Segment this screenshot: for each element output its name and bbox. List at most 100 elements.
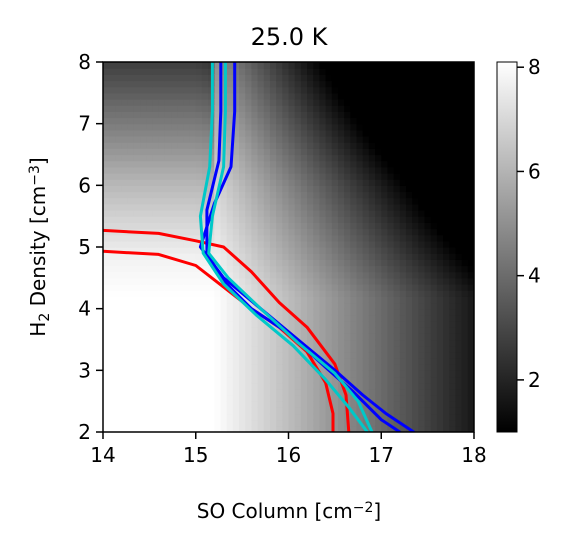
heatmap-cell [375,179,382,186]
heatmap-cell [263,68,271,75]
heatmap-cell [337,216,345,223]
heatmap-cell [405,123,413,131]
heatmap-cell [127,364,135,371]
heatmap-cell [158,166,166,174]
heatmap-cell [103,142,110,149]
heatmap-cell [276,253,283,260]
heatmap-cell [140,370,147,378]
heatmap-cell [325,222,333,230]
heatmap-cell [201,351,209,359]
heatmap-cell [263,259,271,267]
heatmap-cell [294,92,302,100]
heatmap-cell [109,136,116,143]
heatmap-cell [263,290,271,297]
heatmap-cell [399,358,407,365]
heatmap-cell [183,148,191,156]
heatmap-cell [263,80,271,88]
heatmap-cell [430,370,438,378]
heatmap-cell [245,247,252,254]
heatmap-cell [214,321,222,328]
heatmap-cell [467,284,474,291]
heatmap-cell [251,296,259,304]
heatmap-cell [171,290,178,297]
heatmap-cell [239,160,246,168]
heatmap-cell [263,333,271,341]
heatmap-cell [436,92,444,100]
heatmap-cell [368,425,376,432]
heatmap-cell [189,179,197,186]
heatmap-cell [133,166,141,174]
heatmap-cell [331,111,339,119]
heatmap-cell [331,99,339,106]
heatmap-cell [220,358,228,365]
heatmap-cell [282,142,290,149]
heatmap-cell [350,277,358,285]
heatmap-cell [461,290,469,297]
heatmap-cell [467,216,474,223]
heatmap-cell [158,259,166,267]
heatmap-cell [115,68,123,75]
heatmap-cell [393,123,401,131]
heatmap-cell [183,111,191,119]
y-tick-label: 4 [78,297,91,321]
heatmap-cell [214,284,222,291]
heatmap-cell [325,425,333,432]
heatmap-cell [220,370,228,378]
heatmap-cell [164,216,172,223]
heatmap-cell [300,142,308,149]
heatmap-cell [263,166,271,174]
heatmap-cell [158,197,166,205]
heatmap-cell [405,401,413,408]
heatmap-cell [467,302,474,310]
heatmap-cell [133,296,141,304]
heatmap-cell [146,302,154,310]
heatmap-cell [276,234,283,242]
heatmap-cell [183,166,191,174]
heatmap-cell [226,382,234,390]
heatmap-cell [257,308,265,316]
heatmap-cell [140,222,147,230]
heatmap-cell [201,339,209,347]
heatmap-cell [103,197,110,205]
heatmap-cell [251,129,259,137]
heatmap-cell [177,339,184,347]
heatmap-cell [350,308,358,316]
heatmap-cell [393,111,401,119]
heatmap-cell [140,154,147,162]
heatmap-cell [356,160,364,168]
heatmap-cell [121,117,129,125]
heatmap-cell [424,62,432,69]
heatmap-cell [424,265,432,273]
heatmap-cell [232,413,240,421]
heatmap-cell [171,86,178,94]
heatmap-cell [115,327,123,334]
heatmap-cell [208,395,215,402]
heatmap-cell [239,425,246,432]
heatmap-cell [294,228,302,236]
heatmap-cell [337,413,345,421]
heatmap-cell [257,327,265,334]
heatmap-cell [146,62,154,69]
heatmap-cell [257,154,265,162]
heatmap-cell [455,253,463,260]
heatmap-cell [269,339,277,347]
heatmap-cell [103,284,110,291]
heatmap-cell [362,308,370,316]
heatmap-cell [399,425,407,432]
heatmap-cell [387,228,395,236]
heatmap-cell [282,210,290,217]
heatmap-cell [418,105,426,112]
heatmap-cell [245,74,252,82]
heatmap-cell [251,314,259,322]
heatmap-cell [195,351,203,359]
heatmap-cell [226,136,234,143]
heatmap-cell [133,321,141,328]
heatmap-cell [368,136,376,143]
heatmap-cell [226,210,234,217]
heatmap-cell [418,419,426,427]
heatmap-cell [418,376,426,384]
heatmap-cell [177,129,184,137]
heatmap-cell [115,339,123,347]
heatmap-cell [412,425,419,432]
heatmap-cell [251,358,259,365]
